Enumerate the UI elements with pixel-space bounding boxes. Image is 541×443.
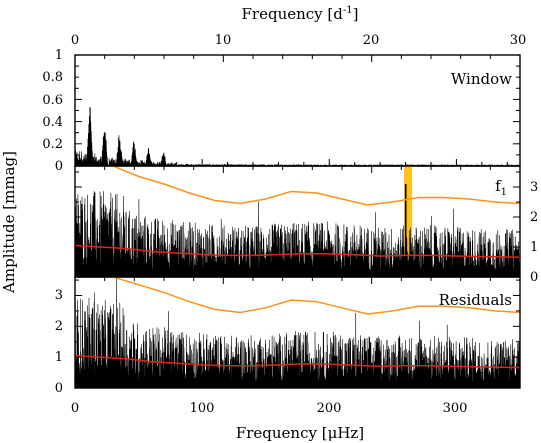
bottom-tick-label: 300 xyxy=(443,401,468,416)
residuals-spectrum xyxy=(74,276,521,389)
window-spectrum xyxy=(74,107,521,168)
spectrum-trace xyxy=(74,107,521,168)
f1-panel-ytick: 1 xyxy=(530,240,538,255)
top-tick-label: 10 xyxy=(215,33,232,48)
f1-panel-ytick: 0 xyxy=(530,270,538,285)
residuals-panel-ytick: 3 xyxy=(55,288,63,303)
top-tick-labels: 0 10 20 30 xyxy=(71,33,526,48)
bottom-tick-labels: 0 100 200 300 xyxy=(71,401,468,416)
f1-panel: 0 1 2 3 f1 xyxy=(74,165,538,285)
window-panel-ytick: 0.6 xyxy=(42,93,63,108)
window-panel-ytick: 0.8 xyxy=(42,70,63,85)
spectrum-trace xyxy=(74,276,521,389)
mean-noise-curve xyxy=(75,244,520,258)
top-tick-label: 0 xyxy=(71,33,79,48)
mean-noise-curve xyxy=(75,354,520,369)
window-panel-ytick: 1 xyxy=(55,48,63,63)
f1-panel-ytick: 2 xyxy=(530,210,538,225)
bottom-tick-label: 100 xyxy=(190,401,215,416)
bottom-tick-label: 200 xyxy=(317,401,342,416)
window-panel-ytick: 0 xyxy=(55,159,63,174)
residuals-panel-label: Residuals xyxy=(439,291,512,309)
residuals-panel-ytick: 1 xyxy=(55,350,63,365)
window-panel: 0 0.2 0.4 0.6 0.8 1 Window xyxy=(42,48,521,174)
top-tick-label: 30 xyxy=(510,33,527,48)
window-panel-label: Window xyxy=(451,70,512,88)
residuals-panel-ytick: 2 xyxy=(55,319,63,334)
threshold-curve xyxy=(112,277,520,315)
threshold-curve xyxy=(112,166,520,206)
f1-panel-ytick: 3 xyxy=(530,180,538,195)
bottom-tick-label: 0 xyxy=(71,401,79,416)
residuals-panel-ytick: 0 xyxy=(55,381,63,396)
residuals-panel: 0 1 2 3 Residuals xyxy=(55,276,521,396)
spectrum-trace xyxy=(74,191,521,278)
top-axis-label: Frequency [d-1] xyxy=(242,5,359,23)
window-panel-ytick: 0.2 xyxy=(42,137,63,152)
residuals-panel-ticks xyxy=(74,277,521,389)
f1-highlight-band xyxy=(404,166,412,277)
window-panel-ytick: 0.4 xyxy=(42,115,63,130)
bottom-axis-label: Frequency [μHz] xyxy=(236,424,364,442)
residuals-panel-frame xyxy=(74,276,521,389)
y-axis-label: Amplitude [mmag] xyxy=(0,151,18,294)
f1-spectrum xyxy=(74,166,521,278)
f1-panel-label: f1 xyxy=(495,177,507,198)
top-tick-label: 20 xyxy=(363,33,380,48)
